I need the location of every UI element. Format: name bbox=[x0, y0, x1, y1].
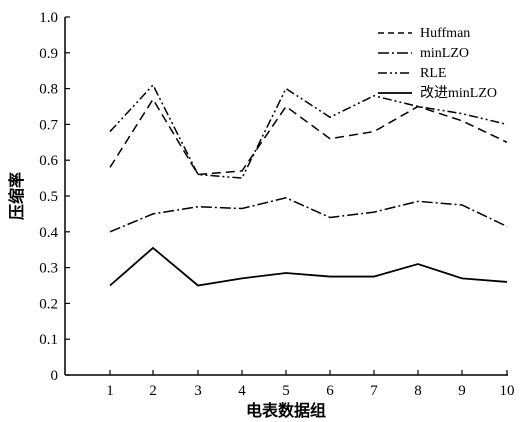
y-tick-label: 0.5 bbox=[39, 189, 58, 205]
legend: Huffman minLZO RLE 改进minLZO bbox=[378, 26, 497, 101]
x-tick-label: 8 bbox=[414, 383, 422, 399]
x-tick-label: 6 bbox=[326, 383, 334, 399]
y-axis-label: 压缩率 bbox=[7, 172, 26, 220]
y-tick-label: 0.2 bbox=[39, 296, 58, 312]
y-tick-label: 0.6 bbox=[39, 153, 58, 169]
legend-label: Huffman bbox=[420, 26, 470, 41]
x-tick-label: 10 bbox=[500, 383, 515, 399]
x-tick-label: 7 bbox=[370, 383, 378, 399]
x-tick-label: 2 bbox=[149, 383, 157, 399]
x-tick-label: 9 bbox=[458, 383, 466, 399]
series-line-2 bbox=[109, 197, 508, 233]
y-tick-label: 0.3 bbox=[39, 261, 58, 277]
x-tick-label: 3 bbox=[194, 383, 202, 399]
x-tick-label: 5 bbox=[282, 383, 290, 399]
x-axis-label: 电表数据组 bbox=[246, 401, 326, 420]
y-ticks: 0 0.1 0.2 0.3 0.4 0.5 0.6 0.7 0.8 0.9 1.0 bbox=[39, 10, 70, 384]
y-tick-label: 0 bbox=[51, 368, 59, 384]
y-tick-label: 0.4 bbox=[39, 225, 58, 241]
y-tick-label: 0.7 bbox=[39, 117, 58, 133]
y-tick-label: 1.0 bbox=[39, 10, 58, 26]
legend-label: RLE bbox=[420, 66, 446, 81]
legend-label: minLZO bbox=[420, 46, 469, 61]
x-tick-label: 4 bbox=[238, 383, 246, 399]
series-line-3 bbox=[109, 83, 508, 179]
x-ticks: 1 2 3 4 5 6 7 8 9 10 bbox=[106, 370, 515, 399]
y-tick-label: 0.9 bbox=[39, 46, 58, 62]
series-line-1 bbox=[109, 97, 508, 176]
legend-label: 改进minLZO bbox=[420, 85, 497, 101]
x-tick-label: 1 bbox=[106, 383, 114, 399]
series-line-4 bbox=[109, 246, 508, 287]
series-lines bbox=[109, 83, 508, 287]
y-tick-label: 0.1 bbox=[39, 332, 58, 348]
y-tick-label: 0.8 bbox=[39, 82, 58, 98]
